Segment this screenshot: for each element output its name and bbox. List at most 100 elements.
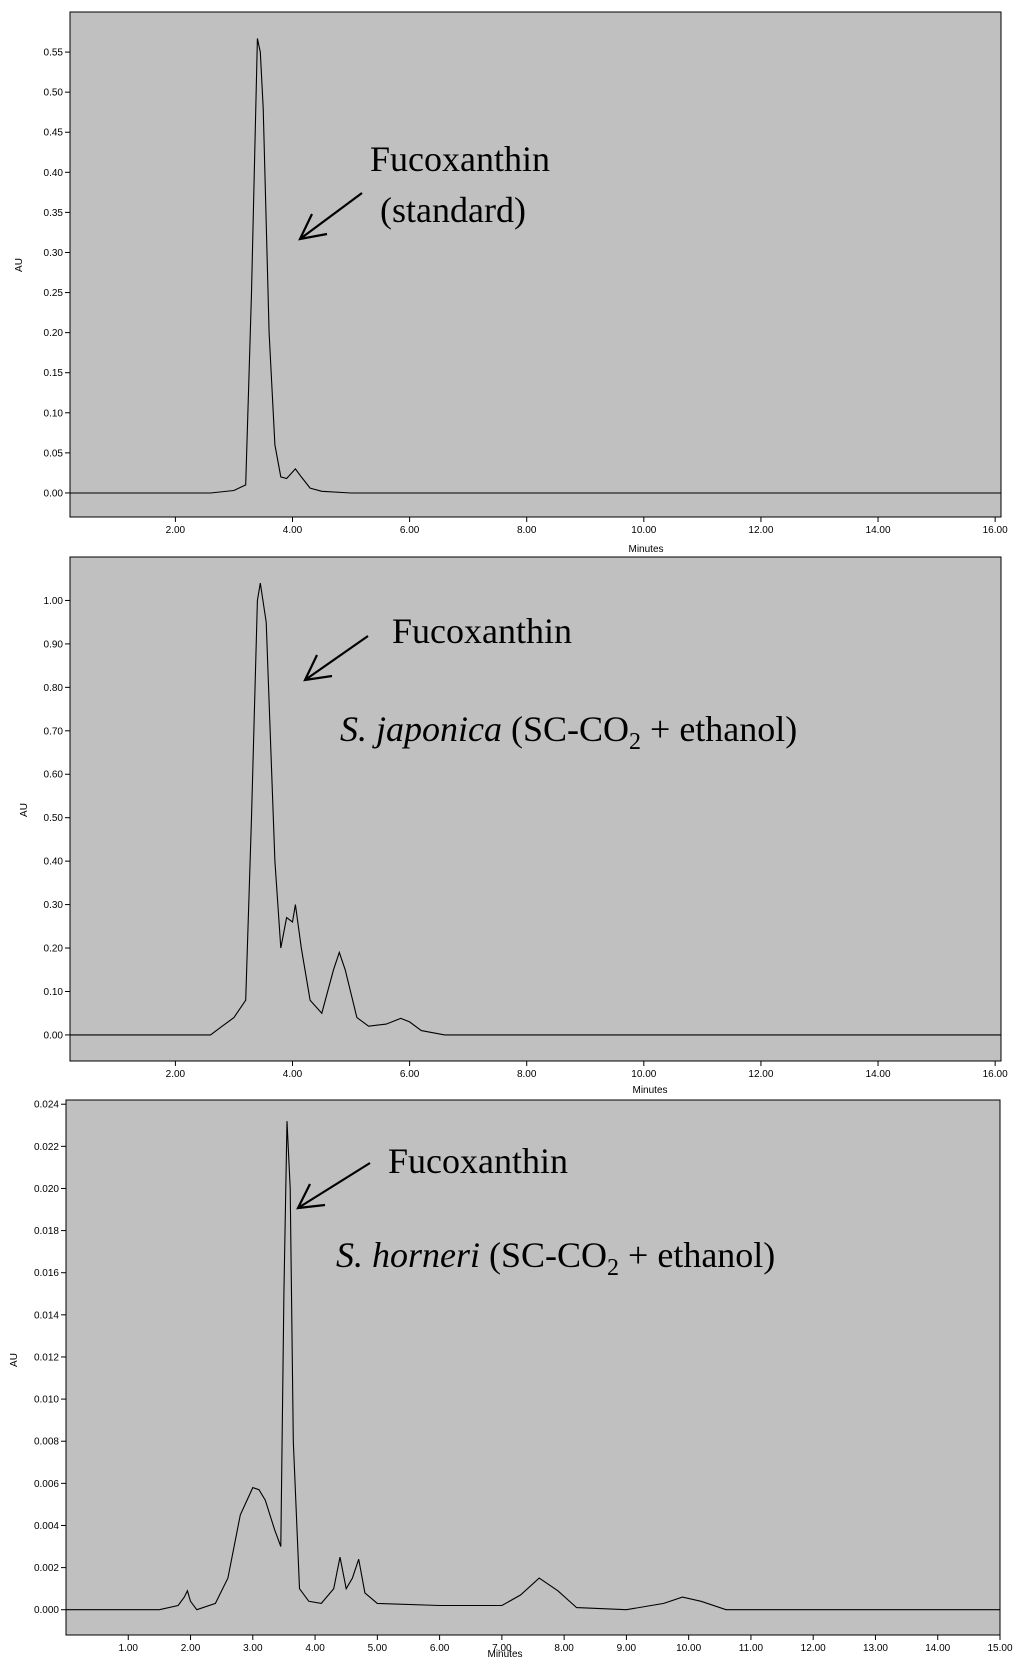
y-tick-label: 0.40 <box>44 857 64 868</box>
y-tick-label: 0.70 <box>44 726 64 737</box>
annotation-sample: S. horneri (SC-CO2 + ethanol) <box>336 1235 775 1281</box>
y-tick-label: 0.10 <box>44 408 64 419</box>
x-tick-label: 6.00 <box>430 1643 450 1654</box>
axes: 0.00 0.10 0.20 0.30 0.40 0.50 0.60 0.70 0.80 0.90… <box>44 596 1009 1080</box>
series-line <box>66 1121 1000 1611</box>
x-tick-label: 14.00 <box>866 525 891 536</box>
y-tick-label: 0.55 <box>44 48 64 59</box>
annotation-fucoxanthin: Fucoxanthin <box>392 611 572 651</box>
x-tick-label: 11.00 <box>739 1643 764 1654</box>
y-tick-label: 0.000 <box>34 1605 59 1616</box>
y-tick-label: 0.80 <box>44 683 64 694</box>
x-tick-label: 6.00 <box>400 1069 420 1080</box>
x-tick-label: 5.00 <box>368 1643 388 1654</box>
plot-area <box>65 1099 1001 1636</box>
annotation-method: (SC-CO <box>480 1235 607 1275</box>
y-tick-label: 0.60 <box>44 770 64 781</box>
series-line <box>70 583 1001 1036</box>
axes: 0.00 0.05 0.10 0.15 0.20 0.25 0.30 0.35 0.40 0.45… <box>44 48 1009 536</box>
annotation-method: (SC-CO <box>502 709 629 749</box>
y-tick-label: 0.024 <box>34 1100 59 1111</box>
x-axis-title: Minutes <box>628 544 663 555</box>
x-tick-label: 10.00 <box>676 1643 701 1654</box>
y-tick-label: 0.002 <box>34 1563 59 1574</box>
y-tick-label: 0.008 <box>34 1437 59 1448</box>
y-tick-label: 0.50 <box>44 813 64 824</box>
chart-panel-s-japonica: 0.00 0.10 0.20 0.30 0.40 0.50 0.60 0.70 0.80 0.90… <box>19 556 1009 1096</box>
x-tick-label: 7.00 <box>492 1643 512 1654</box>
x-axis-title: Minutes <box>632 1085 667 1096</box>
x-tick-label: 4.00 <box>283 525 303 536</box>
x-tick-label: 12.00 <box>748 1069 773 1080</box>
x-tick-label: 8.00 <box>517 1069 537 1080</box>
x-tick-label: 4.00 <box>305 1643 325 1654</box>
x-tick-label: 10.00 <box>631 1069 656 1080</box>
y-tick-label: 0.30 <box>44 248 64 259</box>
annotation-sample: S. japonica (SC-CO2 + ethanol) <box>340 709 797 755</box>
x-tick-label: 13.00 <box>863 1643 888 1654</box>
annotation-subscript: 2 <box>629 729 641 755</box>
annotation-solvent: + ethanol) <box>619 1235 775 1275</box>
x-tick-label: 12.00 <box>748 525 773 536</box>
y-tick-label: 0.00 <box>44 488 64 499</box>
chart-panel-s-horneri: 0.000 0.002 0.004 0.006 0.008 0.010 0.012 0.014… <box>9 1099 1013 1658</box>
annotation-solvent: + ethanol) <box>641 709 797 749</box>
x-tick-label: 16.00 <box>983 1069 1008 1080</box>
y-tick-label: 0.20 <box>44 328 64 339</box>
y-tick-label: 0.020 <box>34 1184 59 1195</box>
y-tick-label: 0.05 <box>44 448 64 459</box>
y-tick-label: 1.00 <box>44 596 64 607</box>
chart-panel-standard: 0.00 0.05 0.10 0.15 0.20 0.25 0.30 0.35 0.40 0.45… <box>14 11 1009 555</box>
x-tick-label: 14.00 <box>866 1069 891 1080</box>
y-tick-label: 0.022 <box>34 1142 59 1153</box>
x-tick-label: 14.00 <box>925 1643 950 1654</box>
x-tick-label: 4.00 <box>283 1069 303 1080</box>
y-tick-label: 0.35 <box>44 208 64 219</box>
y-tick-label: 0.90 <box>44 639 64 650</box>
species-name: S. horneri <box>336 1235 480 1275</box>
x-tick-label: 16.00 <box>983 525 1008 536</box>
y-tick-label: 0.018 <box>34 1226 59 1237</box>
y-tick-label: 0.15 <box>44 368 64 379</box>
annotation-subscript: 2 <box>607 1255 619 1281</box>
y-tick-label: 0.014 <box>34 1310 59 1321</box>
y-tick-label: 0.50 <box>44 88 64 99</box>
y-tick-label: 0.004 <box>34 1521 59 1532</box>
arrow <box>298 192 363 241</box>
y-axis-title: AU <box>19 803 30 817</box>
y-axis-title: AU <box>9 1353 20 1367</box>
x-axis-title: Minutes <box>487 1649 522 1658</box>
x-tick-label: 8.00 <box>517 525 537 536</box>
plot-area <box>69 556 1002 1062</box>
y-tick-label: 0.010 <box>34 1395 59 1406</box>
x-tick-label: 8.00 <box>554 1643 574 1654</box>
y-axis-title: AU <box>14 258 25 272</box>
y-tick-label: 0.40 <box>44 168 64 179</box>
x-tick-label: 2.00 <box>166 1069 186 1080</box>
species-name: S. japonica <box>340 709 502 749</box>
series-line <box>70 38 1001 494</box>
y-tick-label: 0.45 <box>44 128 64 139</box>
x-tick-label: 2.00 <box>166 525 186 536</box>
annotation-standard: (standard) <box>380 190 526 230</box>
arrow <box>303 635 369 682</box>
x-tick-label: 12.00 <box>801 1643 826 1654</box>
y-tick-label: 0.012 <box>34 1352 59 1363</box>
arrow <box>296 1162 371 1210</box>
x-tick-label: 6.00 <box>400 525 420 536</box>
plot-area <box>69 11 1002 518</box>
y-tick-label: 0.20 <box>44 944 64 955</box>
x-tick-label: 10.00 <box>631 525 656 536</box>
x-tick-label: 2.00 <box>181 1643 201 1654</box>
y-tick-label: 0.016 <box>34 1268 59 1279</box>
axes: 0.000 0.002 0.004 0.006 0.008 0.010 0.012 0.014… <box>34 1100 1013 1654</box>
x-tick-label: 1.00 <box>119 1643 139 1654</box>
y-tick-label: 0.00 <box>44 1030 64 1041</box>
y-tick-label: 0.25 <box>44 288 64 299</box>
y-tick-label: 0.006 <box>34 1479 59 1490</box>
y-tick-label: 0.30 <box>44 900 64 911</box>
annotation-fucoxanthin: Fucoxanthin <box>370 139 550 179</box>
annotation-fucoxanthin: Fucoxanthin <box>388 1141 568 1181</box>
y-tick-label: 0.10 <box>44 987 64 998</box>
